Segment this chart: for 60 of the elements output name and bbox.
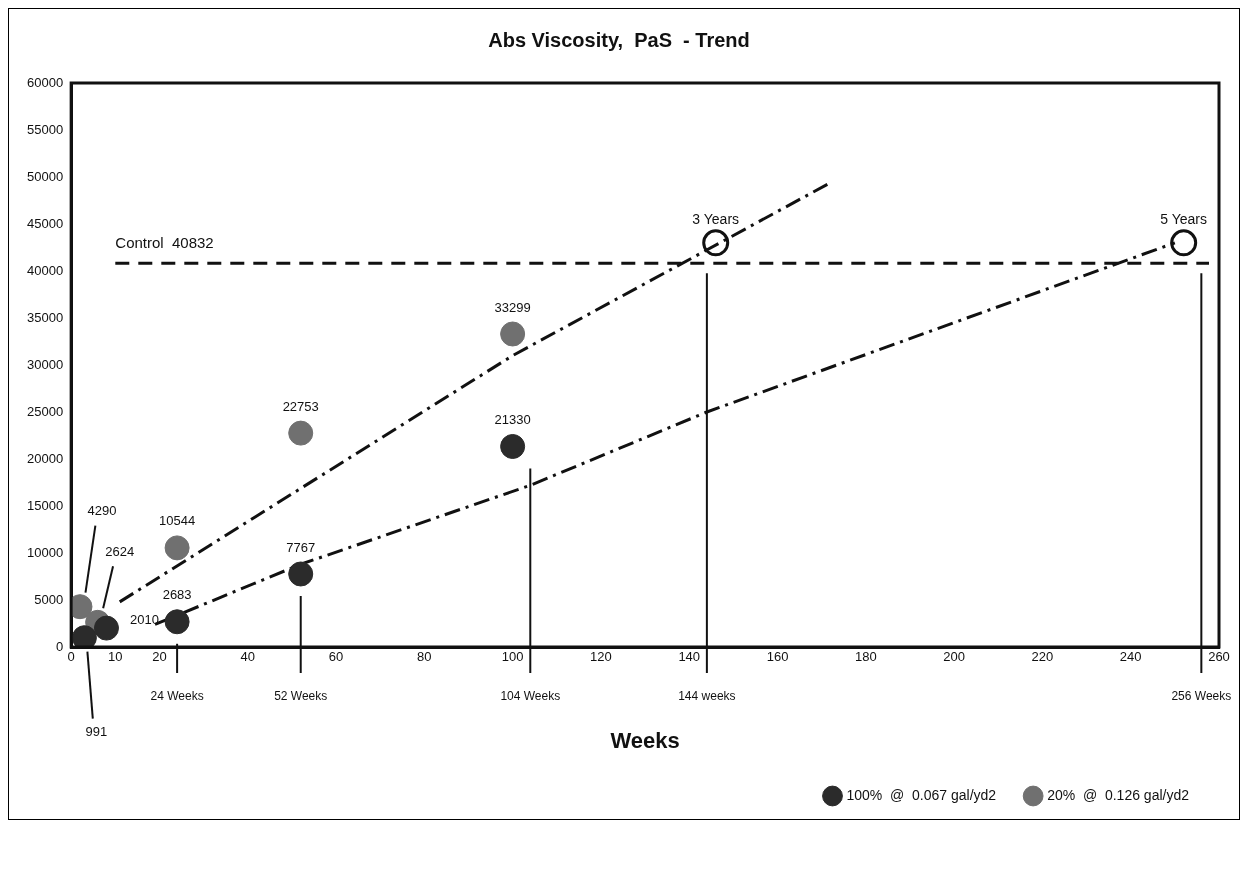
x-tick-label: 40 [240, 649, 255, 665]
y-tick-label: 30000 [26, 356, 64, 372]
data-label: 7767 [286, 539, 316, 555]
data-label: 2683 [162, 587, 192, 603]
data-label: 22753 [282, 398, 319, 414]
x-tick-label: 140 [678, 649, 701, 665]
x-tick-label: 20 [152, 649, 167, 665]
point [702, 229, 730, 257]
x-tick-label: 260 [1208, 649, 1230, 665]
x-tick-label: 10 [108, 649, 123, 665]
x-tick-label: 0 [67, 649, 75, 665]
data-label: 33299 [494, 299, 531, 315]
data-label: 10544 [159, 513, 196, 529]
data-label: 21330 [494, 412, 531, 428]
x-tick-label: 120 [590, 649, 612, 665]
ref-line-label: 104 Weeks [500, 689, 561, 704]
ref-line-label: 52 Weeks [274, 689, 328, 704]
point [500, 321, 526, 347]
x-tick-label: 180 [854, 649, 877, 665]
x-tick-label: 80 [417, 649, 432, 665]
y-tick-label: 25000 [26, 403, 64, 419]
data-label: 4290 [87, 503, 117, 519]
x-tick-label: 200 [943, 649, 965, 665]
x-tick-label: 220 [1031, 649, 1054, 665]
y-tick-label: 10000 [26, 544, 64, 560]
x-tick-label: 100 [501, 649, 524, 665]
ref-line-label: 24 Weeks [150, 689, 204, 704]
point [164, 535, 190, 561]
x-tick-label: 160 [766, 649, 789, 665]
annotation: 5 Years [1160, 210, 1208, 227]
point [164, 609, 190, 635]
y-tick-label: 20000 [26, 450, 64, 466]
y-tick-label: 0 [55, 638, 64, 654]
point [1170, 229, 1198, 257]
point [500, 434, 526, 459]
y-tick-label: 40000 [26, 262, 64, 278]
y-tick-label: 55000 [26, 121, 64, 137]
y-tick-label: 60000 [26, 74, 64, 90]
data-label: 2624 [105, 543, 135, 559]
point [71, 625, 97, 647]
ref-line-label: 144 weeks [678, 689, 736, 704]
y-tick-label: 45000 [26, 215, 64, 231]
legend-label: 20% @ 0.126 gal/yd2 [1047, 786, 1190, 803]
y-tick-label: 5000 [34, 591, 64, 607]
annotation: 3 Years [692, 210, 740, 227]
ref-line-label: Control 40832 [115, 233, 214, 251]
legend-label: 100% @ 0.067 gal/yd2 [846, 786, 997, 803]
data-label: 2010 [130, 611, 159, 627]
point [288, 561, 314, 587]
y-tick-label: 15000 [26, 497, 64, 513]
y-tick-label: 35000 [26, 309, 64, 325]
x-tick-label: 240 [1119, 649, 1142, 665]
point [288, 420, 314, 446]
x-tick-label: 60 [328, 649, 344, 665]
y-tick-label: 50000 [26, 168, 64, 184]
x-axis-title: Weeks [610, 727, 680, 753]
ref-line-label: 256 Weeks [1171, 689, 1232, 704]
data-label: 991 [85, 724, 108, 740]
chart-title: Abs Viscosity, PaS - Trend [488, 28, 750, 51]
point [93, 615, 119, 641]
